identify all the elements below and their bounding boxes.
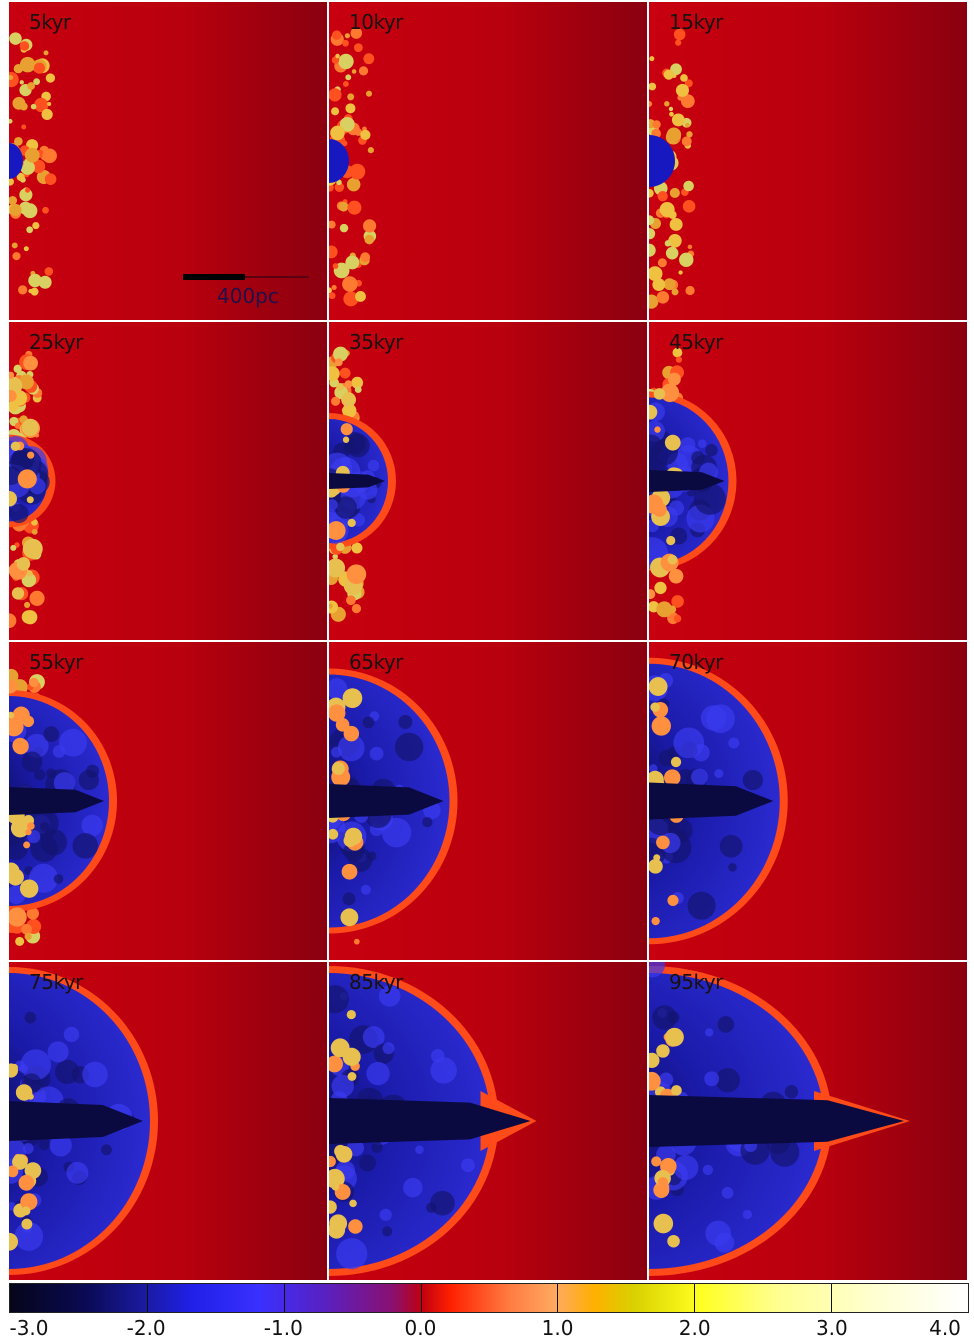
colorbar-tick [694, 1284, 696, 1312]
hot-core [649, 135, 675, 187]
simulation-image [649, 2, 967, 320]
panel-time-label: 65kyr [349, 650, 403, 674]
jet [9, 1101, 143, 1141]
panel-85kyr: 85kyr [329, 962, 647, 1280]
hot-core [329, 139, 349, 183]
simulation-image [649, 322, 967, 640]
scale-bar-label: 400pc [217, 284, 279, 308]
colorbar [9, 1283, 969, 1313]
panel-grid: 5kyr 400pc 10kyr 15kyr 25kyr 35kyr 45kyr 55kyr 6… [9, 2, 969, 1282]
simulation-image [9, 642, 327, 960]
colorbar-tick-label: -1.0 [263, 1316, 303, 1340]
colorbar-tick-label: -2.0 [126, 1316, 166, 1340]
ambient-medium [649, 2, 967, 320]
panel-65kyr: 65kyr [329, 642, 647, 960]
simulation-image [9, 962, 327, 1280]
panel-75kyr: 75kyr [9, 962, 327, 1280]
panel-time-label: 85kyr [349, 970, 403, 994]
jet [649, 1095, 904, 1147]
jet [329, 473, 386, 489]
panel-time-label: 75kyr [29, 970, 83, 994]
colorbar-tick-label: -3.0 [9, 1316, 49, 1340]
jet [329, 784, 444, 818]
panel-time-label: 55kyr [29, 650, 83, 674]
colorbar-tick-label: 2.0 [678, 1316, 711, 1340]
colorbar-tick [283, 1284, 285, 1312]
simulation-image [329, 642, 647, 960]
simulation-image [9, 322, 327, 640]
panel-time-label: 10kyr [349, 10, 403, 34]
colorbar-tick [557, 1284, 559, 1312]
simulation-image [649, 642, 967, 960]
jet [9, 787, 104, 815]
colorbar-tick [420, 1284, 422, 1312]
panel-35kyr: 35kyr [329, 322, 647, 640]
panel-time-label: 15kyr [669, 10, 723, 34]
jet [649, 782, 774, 820]
colorbar-tick-label: 3.0 [815, 1316, 848, 1340]
jet [329, 1098, 531, 1144]
simulation-image [649, 962, 967, 1280]
panel-time-label: 35kyr [349, 330, 403, 354]
panel-5kyr: 5kyr 400pc [9, 2, 327, 320]
panel-time-label: 95kyr [669, 970, 723, 994]
ambient-medium [329, 2, 647, 320]
colorbar-tick-label: 1.0 [541, 1316, 574, 1340]
cloud-clumps [9, 32, 57, 296]
simulation-image [329, 962, 647, 1280]
ambient-medium [9, 2, 327, 320]
panel-15kyr: 15kyr [649, 2, 967, 320]
jet [649, 470, 725, 492]
colorbar-tick-label: 0.0 [404, 1316, 437, 1340]
scale-bar-extension [245, 276, 309, 278]
panel-time-label: 5kyr [29, 10, 71, 34]
panel-time-label: 25kyr [29, 330, 83, 354]
simulation-image [9, 2, 327, 320]
panel-95kyr: 95kyr [649, 962, 967, 1280]
panel-time-label: 45kyr [669, 330, 723, 354]
colorbar-tick [831, 1284, 833, 1312]
hot-core [9, 143, 23, 179]
colorbar-tick-label: 4.0 [929, 1316, 961, 1340]
simulation-image [329, 2, 647, 320]
colorbar-tick [146, 1284, 148, 1312]
panel-25kyr: 25kyr [9, 322, 327, 640]
panel-45kyr: 45kyr [649, 322, 967, 640]
ambient-medium [9, 322, 327, 640]
simulation-image [329, 322, 647, 640]
panel-time-label: 70kyr [669, 650, 723, 674]
panel-55kyr: 55kyr [9, 642, 327, 960]
panel-10kyr: 10kyr [329, 2, 647, 320]
cloud-clumps [329, 27, 377, 307]
scale-bar [183, 274, 245, 280]
panel-70kyr: 70kyr [649, 642, 967, 960]
